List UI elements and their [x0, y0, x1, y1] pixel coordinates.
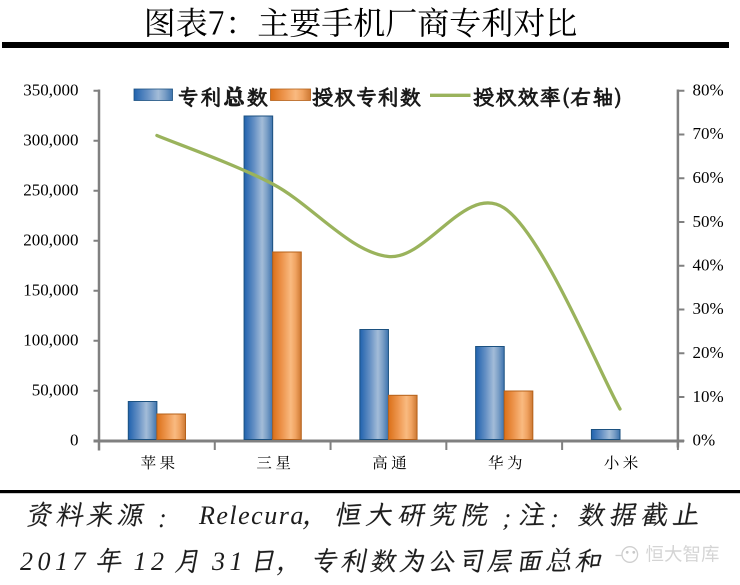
- svg-text:0: 0: [70, 431, 79, 450]
- svg-text:300,000: 300,000: [23, 131, 78, 150]
- svg-text:50,000: 50,000: [32, 381, 79, 400]
- svg-text:70%: 70%: [693, 124, 724, 143]
- svg-text:Relecura: Relecura: [198, 501, 305, 530]
- svg-text:0%: 0%: [693, 431, 716, 450]
- svg-text:250,000: 250,000: [23, 181, 78, 200]
- svg-text:350,000: 350,000: [23, 81, 78, 100]
- svg-text:200,000: 200,000: [23, 231, 78, 250]
- svg-text:60%: 60%: [693, 168, 724, 187]
- svg-text:20%: 20%: [693, 343, 724, 362]
- svg-text:150,000: 150,000: [23, 281, 78, 300]
- svg-text:100,000: 100,000: [23, 331, 78, 350]
- svg-text:40%: 40%: [693, 256, 724, 275]
- svg-text:2017: 2017: [20, 547, 90, 576]
- svg-text:31: 31: [211, 547, 247, 576]
- svg-text:30%: 30%: [693, 299, 724, 318]
- svg-text:12: 12: [134, 547, 169, 576]
- svg-text:10%: 10%: [693, 387, 724, 406]
- svg-text:50%: 50%: [693, 212, 724, 231]
- svg-text:80%: 80%: [693, 81, 724, 100]
